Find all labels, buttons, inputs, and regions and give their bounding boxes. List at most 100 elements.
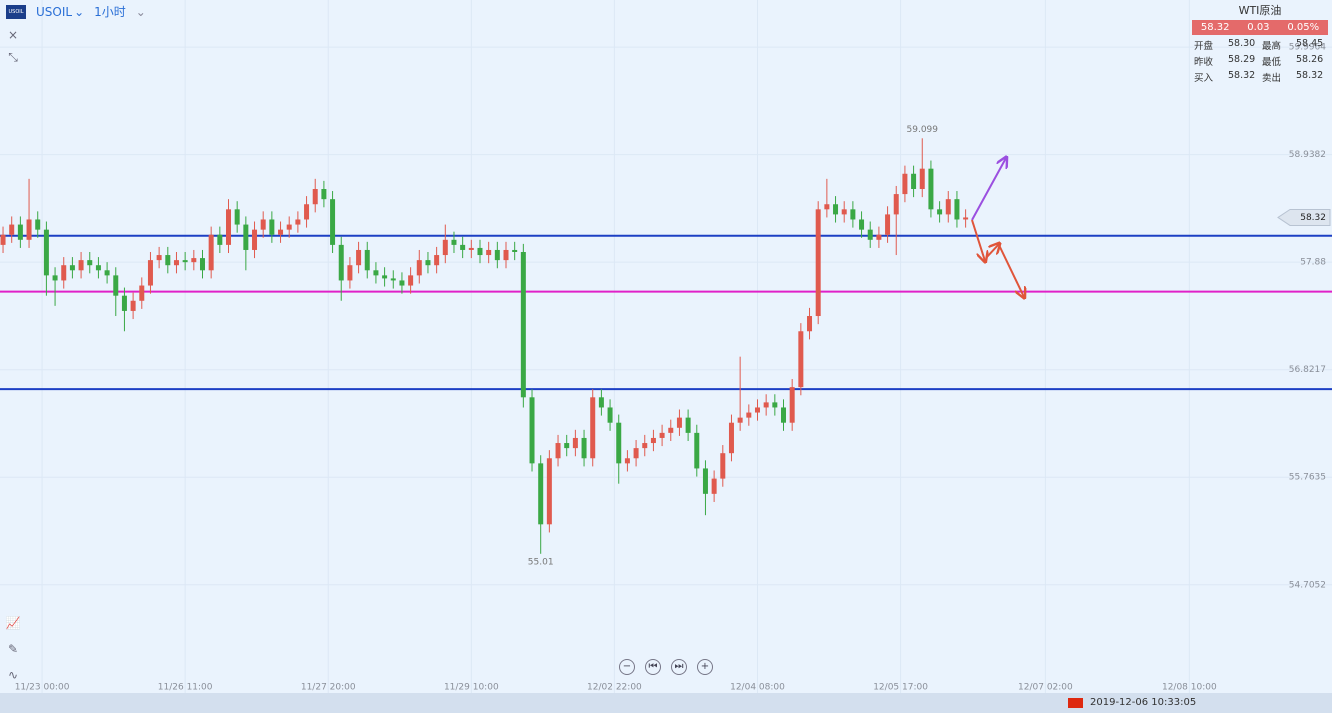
candle-body <box>295 219 301 225</box>
candle-body <box>590 397 596 459</box>
quote-change: 0.03 <box>1247 22 1270 33</box>
x-tick-label: 11/23 00:00 <box>15 683 70 693</box>
y-tick-label: 56.8217 <box>1289 365 1326 375</box>
x-tick-label: 11/27 20:00 <box>301 683 356 693</box>
candle-body <box>182 260 188 263</box>
quote-label: 卖出 <box>1262 73 1282 84</box>
y-tick-label: 55.7635 <box>1289 473 1326 483</box>
x-tick-label: 12/08 10:00 <box>1162 683 1217 693</box>
to-start[interactable]: ⏮ <box>645 659 661 675</box>
candle-body <box>668 427 674 433</box>
candle-body <box>416 260 422 276</box>
candle-body <box>408 275 414 286</box>
candle-body <box>694 432 700 469</box>
collapse-icon[interactable]: ⤡ <box>8 50 18 64</box>
candle-body <box>616 422 622 464</box>
chart: 59.9964 58.9382 57.88 56.8217 55.7635 54.7052… <box>0 0 1332 693</box>
quote-row: 开盘 58.30 最高 58.45 <box>1192 37 1328 53</box>
candle-body <box>286 224 292 230</box>
candle-body <box>121 295 127 311</box>
wave-icon[interactable]: ∿ <box>7 668 19 682</box>
candle-body <box>841 209 847 215</box>
to-end[interactable]: ⏭ <box>671 659 687 675</box>
interval[interactable]: 1小时 <box>94 5 126 19</box>
candle-body <box>373 270 379 276</box>
candle-body <box>147 260 153 286</box>
candle-body <box>833 204 839 215</box>
candle-body <box>885 214 891 235</box>
header: USOIL USOIL ⌄ 1小时 ⌄ <box>6 3 146 20</box>
candle-body <box>945 199 951 215</box>
low-label: 55.01 <box>528 557 554 567</box>
quote-value: 58.29 <box>1228 54 1256 65</box>
candle-body <box>442 239 448 256</box>
symbol[interactable]: USOIL <box>36 4 73 19</box>
candle-body <box>876 234 882 240</box>
candle-body <box>95 265 101 271</box>
quote-price: 58.32 <box>1200 22 1230 33</box>
quote-change-pct: 0.05% <box>1287 22 1320 33</box>
candle-body <box>165 255 171 266</box>
candle-body <box>850 209 856 220</box>
candle-body <box>226 209 232 245</box>
zoom-in[interactable]: + <box>697 659 713 675</box>
candle-body <box>919 168 925 189</box>
quote-value: 58.32 <box>1296 70 1324 81</box>
quote-value: 58.26 <box>1296 54 1324 65</box>
candle-body <box>546 458 552 525</box>
candle-body <box>746 412 752 418</box>
x-tick-label: 12/04 08:00 <box>730 683 785 693</box>
candle-body <box>737 417 743 423</box>
candle-body <box>512 249 518 252</box>
quote-row: 买入 58.32 卖出 58.32 <box>1192 69 1328 85</box>
candle-body <box>243 224 249 250</box>
candle-body <box>963 217 969 220</box>
candle-body <box>624 458 630 464</box>
candle-body <box>113 275 119 296</box>
x-tick-label: 11/26 11:00 <box>158 683 213 693</box>
x-tick-label: 11/29 10:00 <box>444 683 499 693</box>
close-icon[interactable]: × <box>7 28 19 42</box>
candle-body <box>564 443 570 449</box>
candle-body <box>659 432 665 438</box>
candle-body <box>173 260 179 266</box>
arrow-down <box>971 219 985 261</box>
candle-body <box>581 437 587 459</box>
quote-bar: 58.32 0.03 0.05% <box>1192 20 1328 35</box>
quote-label: 买入 <box>1194 73 1214 84</box>
candle-body <box>451 239 457 245</box>
candle-body <box>321 189 327 200</box>
candle-body <box>520 252 526 398</box>
candle-body <box>954 199 960 220</box>
candle-body <box>425 260 431 266</box>
candle-body <box>338 244 344 281</box>
candle-body <box>642 443 648 449</box>
candle-body <box>702 468 708 494</box>
candle-body <box>191 258 197 263</box>
y-tick-label: 57.88 <box>1300 258 1326 268</box>
candle-body <box>555 443 561 459</box>
quote-label: 最高 <box>1262 41 1282 52</box>
quote-label: 开盘 <box>1194 41 1214 52</box>
indicator-icon[interactable]: 📈 <box>5 616 21 630</box>
candle-body <box>633 448 639 459</box>
candle-body <box>217 234 223 245</box>
flag <box>1068 698 1083 708</box>
quote-value: 58.30 <box>1228 38 1256 49</box>
quote-panel: WTI原油 58.32 0.03 0.05% 开盘 58.30 最高 58.45 昨收 5… <box>1192 2 1328 85</box>
candle-body <box>728 422 734 454</box>
candle-body <box>538 463 544 525</box>
candle-body <box>35 219 41 230</box>
candle-body <box>807 316 813 332</box>
candle-body <box>0 234 6 245</box>
candle-body <box>781 407 787 423</box>
arrow-up <box>971 158 1006 221</box>
candle-body <box>43 229 49 276</box>
candle-body <box>9 224 15 235</box>
zoom-out[interactable]: − <box>619 659 635 675</box>
candle-body <box>434 255 440 266</box>
draw-icon[interactable]: ✎ <box>7 642 19 656</box>
candle-body <box>87 260 93 266</box>
candle-body <box>78 260 84 271</box>
arrow-down <box>998 244 1024 297</box>
